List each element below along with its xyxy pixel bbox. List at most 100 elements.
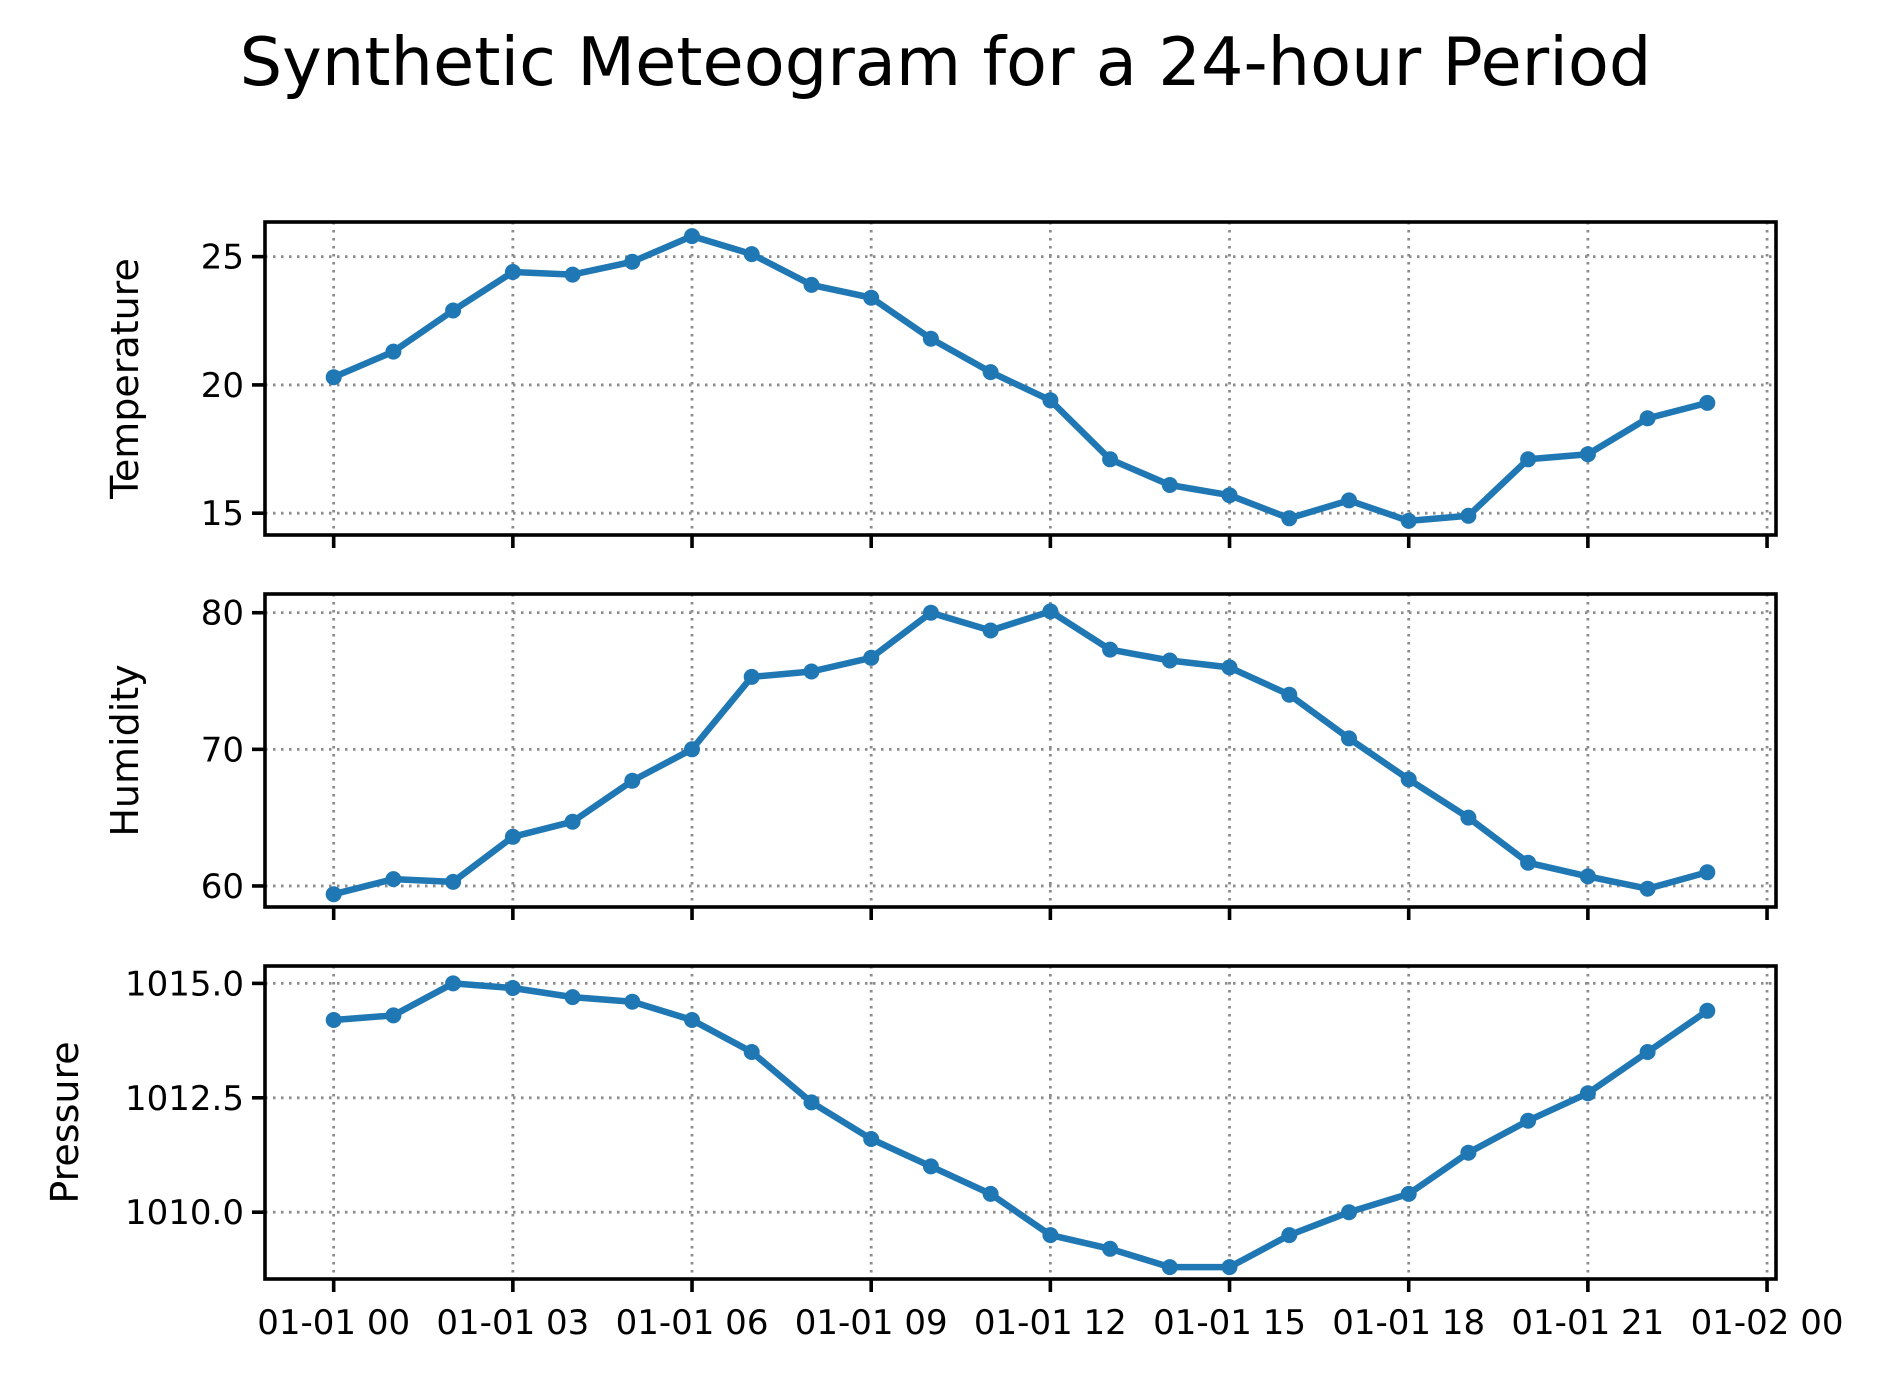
temperature-data-point-marker bbox=[1400, 512, 1417, 529]
humidity-axis-label: Humidity bbox=[103, 664, 147, 836]
humidity-data-point-marker bbox=[504, 828, 521, 845]
humidity-data-point-marker bbox=[1520, 854, 1537, 871]
pressure-data-point-marker bbox=[504, 980, 521, 996]
temperature-data-point-marker bbox=[385, 343, 402, 360]
humidity-series-line bbox=[330, 608, 1711, 898]
x-tick-label: 01-01 18 bbox=[1332, 1303, 1485, 1343]
humidity-data-point-marker bbox=[1341, 730, 1357, 747]
pressure-data-point-marker bbox=[1460, 1144, 1477, 1161]
pressure-series-line bbox=[330, 980, 1711, 1271]
pressure-data-point-marker bbox=[564, 989, 581, 1006]
pressure-data-point-marker bbox=[1341, 1204, 1357, 1221]
y-tick-label: 1012.5 bbox=[125, 1079, 244, 1119]
temperature-data-point-marker bbox=[1161, 477, 1178, 493]
humidity-data-point-marker bbox=[1579, 868, 1596, 885]
pressure-data-point-marker bbox=[1639, 1044, 1656, 1060]
pressure-data-point-marker bbox=[922, 1158, 939, 1175]
humidity-data-point-marker bbox=[445, 873, 462, 890]
pressure-data-point-marker bbox=[1400, 1185, 1417, 1202]
temperature-data-point-marker bbox=[863, 289, 880, 306]
temperature-data-point-marker bbox=[803, 276, 820, 293]
humidity-data-point-marker bbox=[684, 741, 700, 758]
humidity-data-point-marker bbox=[1699, 864, 1716, 881]
humidity-data-point-marker bbox=[1460, 809, 1477, 826]
pressure-data-point-marker bbox=[743, 1044, 760, 1060]
pressure-data-point-marker bbox=[325, 1012, 342, 1028]
x-tick-label: 01-01 15 bbox=[1153, 1303, 1306, 1343]
pressure-data-point-marker bbox=[1520, 1112, 1537, 1129]
pressure-data-point-marker bbox=[684, 1012, 700, 1028]
temperature-data-point-marker bbox=[1281, 510, 1298, 527]
y-tick-label: 70 bbox=[201, 730, 244, 770]
pressure-axes-frame bbox=[263, 964, 1778, 1281]
y-tick-label: 20 bbox=[201, 366, 244, 406]
temperature-data-point-marker bbox=[743, 246, 760, 263]
temperature-axes-frame bbox=[263, 220, 1778, 537]
x-tick-label: 01-01 12 bbox=[974, 1303, 1127, 1343]
x-tick-label: 01-01 00 bbox=[257, 1303, 410, 1343]
temperature-data-point-marker bbox=[1042, 392, 1059, 409]
humidity-data-point-marker bbox=[564, 813, 581, 830]
humidity-data-point-marker bbox=[863, 649, 880, 666]
pressure-data-point-marker bbox=[385, 1007, 402, 1024]
x-tick-label: 01-01 06 bbox=[616, 1303, 769, 1343]
humidity-data-point-marker bbox=[803, 663, 820, 680]
temperature-data-point-marker bbox=[325, 369, 342, 386]
humidity-axes-frame bbox=[263, 592, 1778, 909]
temperature-data-point-marker bbox=[1460, 507, 1477, 524]
humidity-data-point-marker bbox=[1400, 771, 1417, 788]
temperature-data-point-marker bbox=[504, 264, 521, 280]
x-tick-label: 01-01 09 bbox=[795, 1303, 948, 1343]
humidity-data-point-marker bbox=[982, 622, 999, 639]
pressure-data-point-marker bbox=[1042, 1227, 1059, 1244]
pressure-data-point-marker bbox=[445, 975, 462, 992]
humidity-data-point-marker bbox=[385, 871, 402, 888]
humidity-data-point-marker bbox=[1161, 652, 1178, 669]
pressure-data-point-marker bbox=[1161, 1259, 1178, 1276]
humidity-data-point-marker bbox=[1042, 603, 1059, 620]
y-tick-label: 25 bbox=[201, 238, 244, 278]
pressure-axis-label: Pressure bbox=[43, 1041, 87, 1203]
temperature-data-point-marker bbox=[1341, 492, 1357, 509]
pressure-data-point-marker bbox=[803, 1094, 820, 1111]
pressure-data-point-marker bbox=[863, 1131, 880, 1147]
y-tick-label: 1015.0 bbox=[125, 964, 244, 1004]
pressure-data-point-marker bbox=[1579, 1085, 1596, 1102]
pressure-data-point-marker bbox=[1699, 1002, 1716, 1019]
humidity-data-point-marker bbox=[743, 668, 760, 685]
y-tick-label: 80 bbox=[201, 594, 244, 634]
temperature-data-point-marker bbox=[982, 364, 999, 381]
humidity-data-point-marker bbox=[1281, 686, 1298, 703]
x-tick-label: 01-01 21 bbox=[1511, 1303, 1664, 1343]
temperature-data-point-marker bbox=[624, 253, 641, 270]
x-tick-label: 01-02 00 bbox=[1691, 1303, 1844, 1343]
y-tick-label: 60 bbox=[201, 867, 244, 907]
temperature-data-point-marker bbox=[1639, 410, 1656, 427]
temperature-data-point-marker bbox=[564, 266, 581, 283]
temperature-series-line bbox=[330, 232, 1711, 525]
chart-title: Synthetic Meteogram for a 24-hour Period bbox=[239, 23, 1652, 101]
humidity-data-point-marker bbox=[325, 886, 342, 903]
pressure-data-point-marker bbox=[624, 993, 641, 1010]
y-tick-label: 15 bbox=[201, 494, 244, 534]
humidity-data-point-marker bbox=[624, 772, 641, 789]
pressure-data-point-marker bbox=[1221, 1259, 1238, 1276]
temperature-data-point-marker bbox=[1579, 446, 1596, 463]
temperature-axis-label: Temperature bbox=[103, 258, 147, 500]
temperature-data-point-marker bbox=[1221, 487, 1238, 504]
temperature-data-point-marker bbox=[922, 330, 939, 347]
temperature-data-point-marker bbox=[1699, 394, 1716, 411]
humidity-data-point-marker bbox=[922, 604, 939, 621]
y-tick-label: 1010.0 bbox=[125, 1193, 244, 1233]
pressure-data-point-marker bbox=[1102, 1240, 1119, 1257]
humidity-data-point-marker bbox=[1221, 659, 1238, 676]
temperature-data-point-marker bbox=[1520, 451, 1537, 468]
humidity-data-point-marker bbox=[1102, 641, 1119, 658]
pressure-data-point-marker bbox=[982, 1185, 999, 1202]
temperature-data-point-marker bbox=[445, 302, 462, 319]
x-tick-label: 01-01 03 bbox=[436, 1303, 589, 1343]
temperature-data-point-marker bbox=[684, 228, 700, 245]
humidity-data-point-marker bbox=[1639, 880, 1656, 897]
